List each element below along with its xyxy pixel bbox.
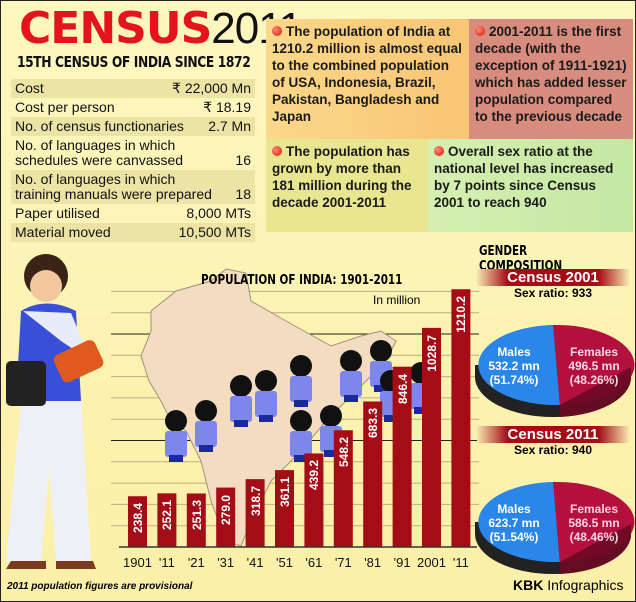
stat-value: ₹ 18.19 [203,99,251,115]
stat-row: No. of languages in which schedules were… [11,136,255,170]
stat-value: 10,500 MTs [178,224,251,240]
x-tick-label: '71 [334,555,352,570]
stat-row: No. of census functionaries 2.7 Mn [11,117,255,136]
bar-label: 683.3 [366,408,381,439]
fact-box: The population of India at 1210.2 millio… [266,19,469,139]
bullet-icon [272,146,282,156]
stat-value: ₹ 22,000 Mn [172,80,251,96]
stat-label: Material moved [15,224,111,240]
x-tick-label: '61 [305,555,323,570]
pie-title: Census 2011 [477,426,629,443]
stat-label: Cost per person [15,99,115,115]
bullet-icon [475,26,485,36]
bar-label: 318.7 [248,486,263,517]
person-icon [165,410,187,462]
subtitle: 15TH CENSUS OF INDIA SINCE 1872 [17,53,251,71]
bar-label: 846.4 [395,373,410,404]
fact-box: 2001-2011 is the first decade (with the … [469,19,633,139]
bar-label: 238.4 [131,503,145,534]
bar-label: 1210.2 [454,296,469,333]
bar [128,496,147,547]
bar-label: 252.1 [160,500,175,531]
bar [363,401,383,547]
x-tick-label: '81 [364,555,382,570]
person-icon [255,370,277,422]
bar [333,430,353,547]
woman-illustration [6,254,104,569]
person-icon [290,355,312,407]
person-icon [290,410,312,462]
females-label: Females 586.5 mn (48.46%) [568,502,620,544]
x-tick-label: '91 [393,555,411,570]
bar-label: 251.3 [189,500,204,531]
stat-row: No. of languages in which training manua… [11,170,255,204]
pie-chart: Census 2011 Sex ratio: 940 Males 623.7 mn… [471,426,635,574]
person-icon [370,340,392,392]
x-tick-label: '31 [217,555,235,570]
males-label: Males 532.2 mn (51.74%) [488,345,540,387]
females-label: Females 496.5 mn (48.26%) [568,345,620,387]
bar [422,327,441,547]
bar-label: 361.1 [278,477,292,508]
credit: KBK Infographics [513,577,624,593]
bar [157,493,177,547]
bar [216,487,236,547]
x-tick-label: '51 [276,555,293,570]
stat-label: No. of languages in which schedules were… [15,137,184,168]
chart-unit: In million [373,293,421,307]
person-icon [230,375,252,427]
bar-label: 1028.7 [425,334,439,372]
stat-row: Cost ₹ 22,000 Mn [11,79,255,98]
stat-row: Cost per person ₹ 18.19 [11,98,255,117]
stat-label: Paper utilised [15,205,100,221]
stat-value: 2.7 Mn [208,118,251,134]
stat-value: 16 [235,152,251,168]
bar [245,479,265,547]
pie-slice-males-fill [478,325,560,406]
males-label: Males 623.7 mn (51.54%) [488,502,540,544]
pie-svg [475,324,635,417]
sex-ratio: Sex ratio: 933 [513,286,593,300]
x-tick-label: '11 [158,555,175,570]
pie-title: Census 2001 [477,269,629,286]
fact-box: Overall sex ratio at the national level … [428,139,633,232]
pie-chart: Census 2001 Sex ratio: 933 Males 532.2 mn… [471,269,635,417]
stat-label: No. of languages in which training manua… [15,171,212,202]
bullet-icon [272,26,282,36]
pie-slice-males-fill [478,482,560,563]
sex-ratio: Sex ratio: 940 [513,443,593,457]
bullet-icon [434,146,444,156]
x-tick-label: '11 [452,555,469,570]
pie-svg [475,481,635,574]
x-tick-label: '41 [246,555,264,570]
footnote: 2011 population figures are provisional [7,581,193,592]
x-tick-label: 2001 [417,555,446,570]
stat-value: 8,000 MTs [186,205,251,221]
bar [186,493,206,547]
stat-label: Cost [15,80,44,96]
bar-label: 439.2 [307,460,322,491]
x-tick-label: '21 [187,555,205,570]
stat-row: Paper utilised 8,000 MTs [11,204,255,223]
bar [275,470,294,547]
person-icon [195,400,217,452]
bar [451,289,471,547]
chart-title: POPULATION OF INDIA: 1901-2011 [201,273,403,288]
bar-label: 279.0 [219,494,234,525]
stats-table: Cost ₹ 22,000 Mn Cost per person ₹ 18.19 No.… [11,79,255,242]
stat-value: 18 [235,186,251,202]
bar [392,366,412,547]
bar-label: 548.2 [336,437,351,468]
bar [304,453,324,547]
x-tick-label: 1901 [123,555,152,570]
person-icon [340,350,362,402]
stat-label: No. of census functionaries [15,118,184,134]
stat-row: Material moved 10,500 MTs [11,223,255,242]
fact-box: The population has grown by more than 18… [266,139,428,232]
